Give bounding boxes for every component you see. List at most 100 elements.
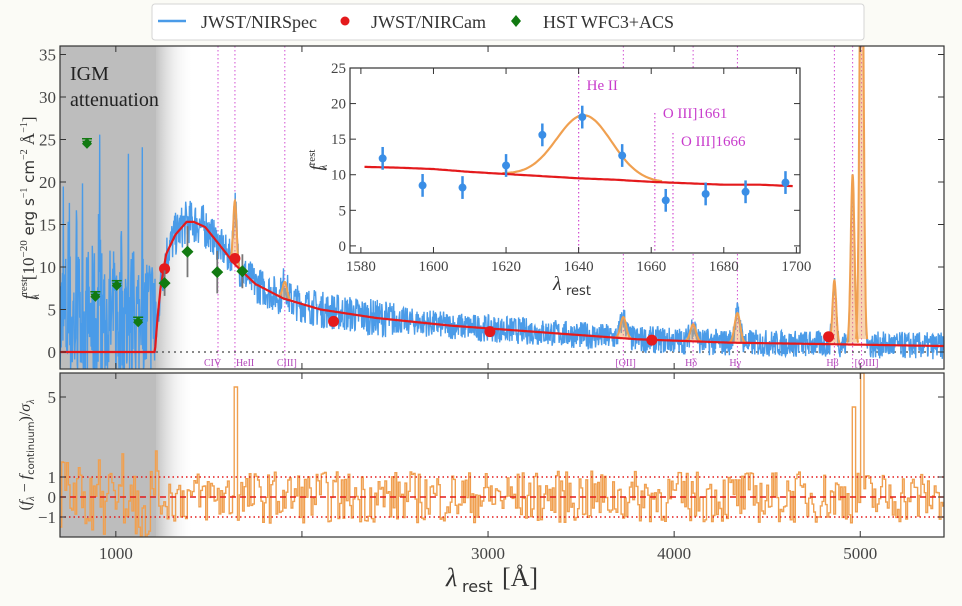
inset-ylabel: frestλ xyxy=(306,150,330,171)
inset-data-point xyxy=(418,181,427,190)
xtick-label: 3000 xyxy=(471,544,505,563)
svg-text:(fλ − fcontinuum)/σλ: (fλ − fcontinuum)/σλ xyxy=(17,399,37,511)
main-xlabel: λ rest [Å] xyxy=(445,563,538,596)
legend-hst-diamond-icon xyxy=(511,15,521,27)
legend-hst-label: HST WFC3+ACS xyxy=(543,12,674,32)
xlabel-sub: rest xyxy=(462,577,493,596)
nircam-point xyxy=(229,253,241,264)
emission-line-fit xyxy=(278,280,292,302)
legend: JWST/NIRSpec JWST/NIRCam HST WFC3+ACS xyxy=(151,3,865,41)
main-ytick-label: 35 xyxy=(39,46,56,65)
ylabel-sup: rest xyxy=(18,279,30,295)
ylabel-units: [10 xyxy=(19,257,38,280)
continuum-model-line xyxy=(60,220,944,354)
emission-line-label: CIII] xyxy=(277,358,297,369)
legend-nirspec-label: JWST/NIRSpec xyxy=(201,12,317,32)
xtick-label: 4000 xyxy=(657,544,691,563)
main-ytick-label: 10 xyxy=(39,258,56,277)
inset-ylabel-sup: rest xyxy=(306,150,318,166)
emission-line-label: [OIII] xyxy=(855,358,879,369)
residual-panel: −101 5 1000 3000 4000 5000 (fλ − fcontinuum)/… xyxy=(17,372,945,596)
main-ytick-label: 0 xyxy=(48,343,57,362)
main-ytick-label: 15 xyxy=(39,216,56,235)
inset-ytick-label: 10 xyxy=(331,168,346,184)
inset-data-point xyxy=(741,187,750,196)
inset-data-point xyxy=(502,161,511,170)
igm-shade-fade xyxy=(156,46,194,369)
inset-ytick-label: 5 xyxy=(339,203,347,219)
residual-ytick-label: 0 xyxy=(48,488,57,507)
hst-point xyxy=(211,266,224,279)
inset-xlabel-lambda: λ xyxy=(552,273,562,295)
main-frame xyxy=(59,45,945,370)
hst-upper-limit-point xyxy=(111,279,122,291)
inset-ytick-label: 25 xyxy=(331,61,346,77)
inset-ylabel-f: f xyxy=(306,162,326,170)
inset-xtick-label: 1700 xyxy=(781,259,811,275)
residual-ytick-label: 1 xyxy=(48,468,57,487)
emission-line-label: Hγ xyxy=(729,358,741,369)
main-ytick-label: 20 xyxy=(39,173,56,192)
inset-xtick-label: 1580 xyxy=(346,259,376,275)
residual-ylabel: (fλ − fcontinuum)/σλ xyxy=(17,399,37,511)
emission-line-fit xyxy=(614,316,633,340)
nircam-point xyxy=(159,263,171,275)
nircam-point xyxy=(328,315,340,327)
inset-ylabel-sub: λ xyxy=(318,165,330,171)
inset-data-point xyxy=(578,113,587,122)
emission-line-label: Hβ xyxy=(826,358,838,369)
svg-text:frestλ: frestλ xyxy=(306,150,330,171)
inset-ytick-label: 0 xyxy=(339,239,347,255)
inset-data-point xyxy=(701,189,710,198)
emission-line-label: [OII] xyxy=(615,358,636,369)
residual-frame xyxy=(59,372,945,538)
main-ytick-label: 5 xyxy=(48,301,57,320)
hst-upper-limit-point xyxy=(133,316,144,328)
inset-xtick-label: 1620 xyxy=(491,259,521,275)
xlabel-unit: [Å] xyxy=(502,563,538,592)
main-ytick-label: 25 xyxy=(39,131,56,150)
inset-xtick-label: 1600 xyxy=(418,259,448,275)
inset-xtick-label: 1660 xyxy=(636,259,666,275)
ylabel-f: f xyxy=(19,293,38,300)
main-ylabel: frestλ[10−20 erg s−1 cm−2 Å−1] xyxy=(18,116,42,299)
main-ytick-label: 30 xyxy=(39,88,56,107)
emission-line-label: HeII xyxy=(236,358,254,369)
inset-xtick-label: 1680 xyxy=(709,259,739,275)
xtick-label: 5000 xyxy=(843,544,877,563)
inset-data-point xyxy=(458,183,467,192)
emission-line-label: Hδ xyxy=(685,358,697,369)
inset-panel: 0 5 10 15 20 25 1580 1600 1620 1640 1660 1680 1700 H… xyxy=(306,61,811,299)
emission-line-fit xyxy=(684,323,702,343)
main-panel: 0 5 10 15 20 25 30 35 CIV HeII CIII] [OII] Hδ Hγ Hβ [O… xyxy=(18,45,945,370)
inset-line-label: He II xyxy=(587,78,618,94)
residual-step-line xyxy=(60,373,944,537)
inset-data-point xyxy=(781,178,790,187)
emission-line-fit xyxy=(855,46,869,340)
inset-line-label: O III]1661 xyxy=(663,106,728,122)
svg-text:frestλ[10−20 erg s−1 cm−2 Å−1]: frestλ[10−20 erg s−1 cm−2 Å−1] xyxy=(18,116,42,299)
hst-point xyxy=(236,265,249,278)
xtick-label: 1000 xyxy=(99,544,133,563)
legend-nircam-dot-icon xyxy=(340,16,350,26)
ylabel-sub: λ xyxy=(30,294,42,300)
xlabel-lambda: λ xyxy=(445,563,457,592)
hst-upper-limit-point xyxy=(90,290,101,302)
inset-continuum-line xyxy=(364,165,793,188)
igm-annotation-line1: IGM xyxy=(70,63,109,85)
inset-data-point xyxy=(661,196,670,205)
inset-xlabel-sub: rest xyxy=(566,284,591,299)
residual-ytick-label: −1 xyxy=(38,508,56,527)
hst-point xyxy=(158,277,171,290)
nircam-point xyxy=(484,326,496,338)
inset-line-label: O III]1666 xyxy=(681,134,746,150)
emission-line-label: CIV xyxy=(204,358,222,369)
inset-xlabel: λ rest xyxy=(552,273,591,299)
legend-nircam-label: JWST/NIRCam xyxy=(371,12,486,32)
hst-point xyxy=(181,245,194,258)
hst-upper-limit-point xyxy=(81,137,92,149)
nircam-point xyxy=(823,331,835,343)
inset-xtick-label: 1640 xyxy=(564,259,594,275)
